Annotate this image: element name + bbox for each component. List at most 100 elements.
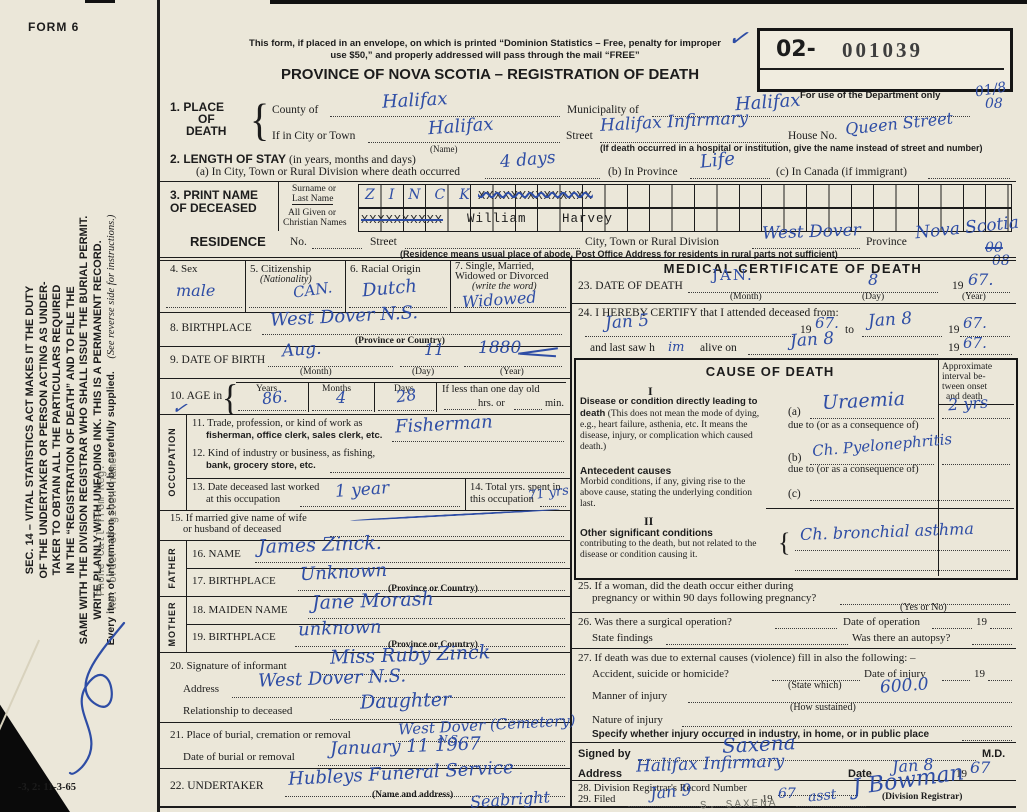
field-line (810, 408, 934, 419)
undertaker-label: 22. UNDERTAKER (170, 780, 264, 792)
place-label-1: 1. PLACE (170, 100, 225, 114)
birthplace-note: (Province or Country) (355, 336, 445, 346)
field-line (972, 634, 1012, 645)
stay-a-line (485, 168, 600, 179)
dob-month-note: (Month) (300, 367, 332, 377)
attended-y2-printed: 19 (948, 324, 960, 336)
surname-grid (358, 184, 1012, 208)
manner-of-injury-label: Manner of injury (592, 690, 668, 702)
last-saw-y-printed: 19 (948, 342, 960, 354)
cause-lead-bold: Disease or condition directly leading to… (580, 396, 758, 419)
rule (160, 378, 570, 379)
mother-maiden-label: 18. MAIDEN NAME (192, 604, 288, 616)
pencil-saxena: S. SAXENA (699, 797, 778, 812)
death-day-note: (Day) (862, 292, 885, 302)
age-min-label: min. (545, 398, 564, 409)
field-line (795, 560, 1010, 571)
death-month-note: (Month) (730, 292, 762, 302)
rule (160, 510, 570, 511)
field-line (349, 297, 447, 308)
father-birthplace-note: (Province or Country) (388, 584, 478, 594)
medical-certificate-heading: MEDICAL CERTIFICATE OF DEATH (663, 261, 923, 276)
death-year-value: 67. (968, 270, 994, 289)
date-of-birth-label: 9. DATE OF BIRTH (170, 354, 266, 366)
attended-y1-value: 67. (815, 314, 839, 332)
rule (186, 624, 570, 625)
dob-day-note: (Day) (412, 367, 435, 377)
age-less-label: If less than one day old (442, 384, 540, 395)
occupation-industry-label-1: 12. Kind of industry or business, as fis… (192, 448, 376, 459)
field-line (990, 618, 1012, 629)
occupation-trade-label-1: 11. Trade, profession, or kind of work a… (192, 418, 363, 429)
attended-from-value: Jan 5 (604, 310, 650, 334)
sex-label: 4. Sex (170, 263, 198, 275)
field-line (960, 326, 1010, 337)
sidebar-line: OF THE UNDERTAKER OR PERSON ACTING AS UN… (37, 281, 50, 579)
registration-number-stamp: 001039 (842, 38, 923, 62)
surname-label-1: Surname or (292, 184, 337, 194)
rule (186, 568, 570, 569)
filed-label: 29. Filed (578, 794, 616, 805)
stay-a-label: (a) In City, Town or Rural Division wher… (196, 166, 460, 178)
field-line (778, 785, 858, 796)
other-conditions-brace: { (778, 528, 791, 557)
registrar-asst-note: asst (807, 786, 838, 806)
stay-label-main: 2. LENGTH OF STAY (170, 152, 287, 166)
city-town-label: If in City or Town (272, 130, 356, 142)
page-title: PROVINCE OF NOVA SCOTIA – REGISTRATION O… (280, 66, 700, 83)
rule (572, 780, 1016, 781)
cause-b-due-label: due to (or as a consequence of) (788, 464, 919, 475)
field-line (396, 731, 565, 742)
given-label-1: All Given or (288, 208, 337, 218)
cause-roman-ii: II (644, 514, 654, 528)
informant-address-label: Address (183, 683, 220, 695)
given-name-1: William (467, 212, 527, 226)
rule (465, 478, 466, 510)
total-years-label-1: 14. Total yrs. spent in (470, 482, 561, 493)
field-line (810, 490, 1010, 501)
age-brace: { (222, 378, 239, 419)
rule (186, 478, 570, 479)
occupation-trade-label-2: fisherman, office clerk, sales clerk, et… (206, 430, 383, 441)
field-line (312, 400, 372, 411)
citizenship-label: 5. Citizenship (250, 263, 312, 275)
rule (245, 260, 246, 312)
place-label-3: DEATH (186, 124, 227, 138)
field-line (775, 618, 837, 629)
residence-no-line (312, 238, 362, 249)
rule (345, 260, 346, 312)
interval-header-1: Approximate (942, 362, 993, 372)
given-name-2: Harvey (562, 212, 614, 226)
field-line (960, 344, 1012, 355)
undertaker-value-2: Seabright (469, 787, 551, 812)
form-number: FORM 6 (28, 20, 80, 34)
last-saw-y-value: 67. (963, 334, 987, 352)
name-note: (Name) (430, 144, 458, 154)
marital-label-1: 7. Single, Married, (455, 261, 535, 272)
other-conditions-bold: Other significant conditions (580, 528, 713, 539)
cause-a-value: Uraemia (821, 387, 906, 415)
age-hrs-label: hrs. or (478, 398, 505, 409)
cause-lead-rest: (This does not mean the mode of dying, e… (580, 409, 760, 452)
attended-y1-printed: 19 (800, 324, 812, 336)
residence-note: (Residence means usual place of abode. P… (400, 249, 838, 259)
division-registrar-note: (Division Registrar) (882, 792, 963, 802)
mail-notice-line1: This form, if placed in an envelope, on … (249, 38, 721, 49)
injury-code-value: 600.0 (879, 674, 930, 698)
autopsy-label: Was there an autopsy? (852, 632, 951, 644)
citizenship-sub: (Nationality) (260, 274, 312, 285)
marital-sub: (write the word) (472, 281, 537, 292)
stay-label: 2. LENGTH OF STAY (in years, months and … (170, 152, 416, 167)
md-label: M.D. (982, 748, 1006, 760)
field-line (628, 796, 758, 807)
rule (160, 596, 570, 597)
field-line (255, 552, 565, 563)
cause-a-due-label: due to (or as a consequence of) (788, 420, 919, 431)
registrar-record-number-label: 28. Division Registrar's Record Number (578, 783, 747, 794)
city-town-line (368, 132, 560, 143)
residence-margin-code: 00 (985, 240, 1003, 256)
stay-c-line (928, 168, 1010, 179)
field-line (682, 716, 1012, 727)
field-line (330, 709, 565, 720)
how-sustained-note: (How sustained) (790, 702, 856, 713)
